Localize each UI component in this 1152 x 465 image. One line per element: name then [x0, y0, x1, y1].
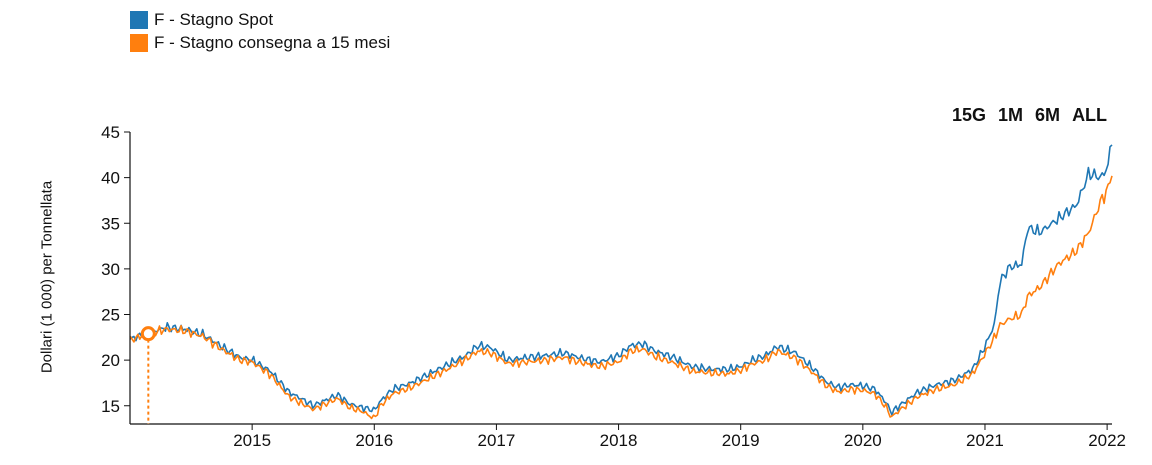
- series-layer: [129, 144, 1113, 420]
- axes-layer: 15 20 25 30 35 40 45 2015 2016 2017 2018 2019 2020 20…: [101, 123, 1126, 450]
- x-tick-label-2019: 2019: [722, 431, 760, 450]
- range-button-1m[interactable]: 1M: [998, 105, 1024, 125]
- range-button-all[interactable]: ALL: [1072, 105, 1108, 125]
- y-tick-label-40: 40: [101, 169, 120, 188]
- range-button-6m[interactable]: 6M: [1035, 105, 1061, 125]
- series-line-spot: [129, 144, 1113, 416]
- x-tick-label-2021: 2021: [966, 431, 1004, 450]
- x-tick-label-2020: 2020: [844, 431, 882, 450]
- legend-swatch-15-month: [130, 33, 148, 52]
- range-button-15g[interactable]: 15G: [952, 105, 987, 125]
- hover-marker: [140, 326, 156, 342]
- marker-layer: [140, 326, 156, 424]
- y-tick-label-30: 30: [101, 260, 120, 279]
- y-tick-label-45: 45: [101, 123, 120, 142]
- series-line-15-month: [129, 175, 1113, 420]
- y-tick-label-15: 15: [101, 397, 120, 416]
- legend-swatch-spot: [130, 10, 148, 29]
- range-selector: 15G 1M 6M ALL: [952, 105, 1107, 126]
- x-tick-label-2022: 2022: [1088, 431, 1126, 450]
- y-tick-label-20: 20: [101, 351, 120, 370]
- legend-item-spot[interactable]: F - Stagno Spot: [130, 8, 390, 31]
- x-tick-label-2016: 2016: [355, 431, 393, 450]
- x-tick-label-2015: 2015: [233, 431, 271, 450]
- legend-label-spot: F - Stagno Spot: [154, 9, 274, 29]
- y-tick-label-25: 25: [101, 306, 120, 325]
- x-tick-label-2018: 2018: [600, 431, 638, 450]
- y-tick-label-35: 35: [101, 214, 120, 233]
- x-tick-label-2017: 2017: [478, 431, 516, 450]
- legend-item-15-month[interactable]: F - Stagno consegna a 15 mesi: [130, 31, 390, 54]
- legend-label-15-month: F - Stagno consegna a 15 mesi: [154, 32, 391, 52]
- legend: F - Stagno Spot F - Stagno consegna a 15…: [130, 8, 390, 54]
